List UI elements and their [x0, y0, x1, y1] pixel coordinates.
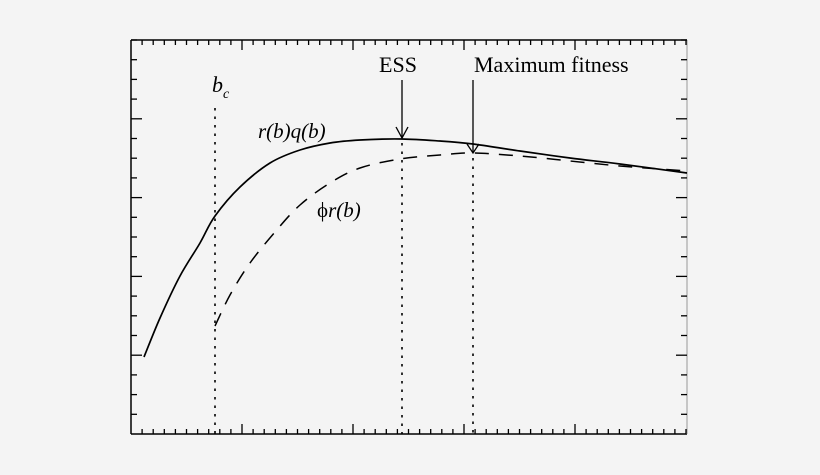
phir-curve-label: ϕr(b)	[317, 198, 361, 222]
rq-curve-label: r(b)q(b)	[258, 119, 326, 143]
phir-curve	[214, 152, 688, 327]
ess-label: ESS	[379, 52, 417, 77]
bc-label: bc	[212, 72, 230, 102]
axis-ticks	[131, 39, 687, 434]
rq-curve	[143, 138, 688, 358]
max-fitness-label: Maximum fitness	[474, 52, 629, 77]
max-fitness-arrow	[466, 80, 480, 155]
guide-lines	[214, 108, 474, 434]
ess-arrow	[395, 80, 409, 140]
